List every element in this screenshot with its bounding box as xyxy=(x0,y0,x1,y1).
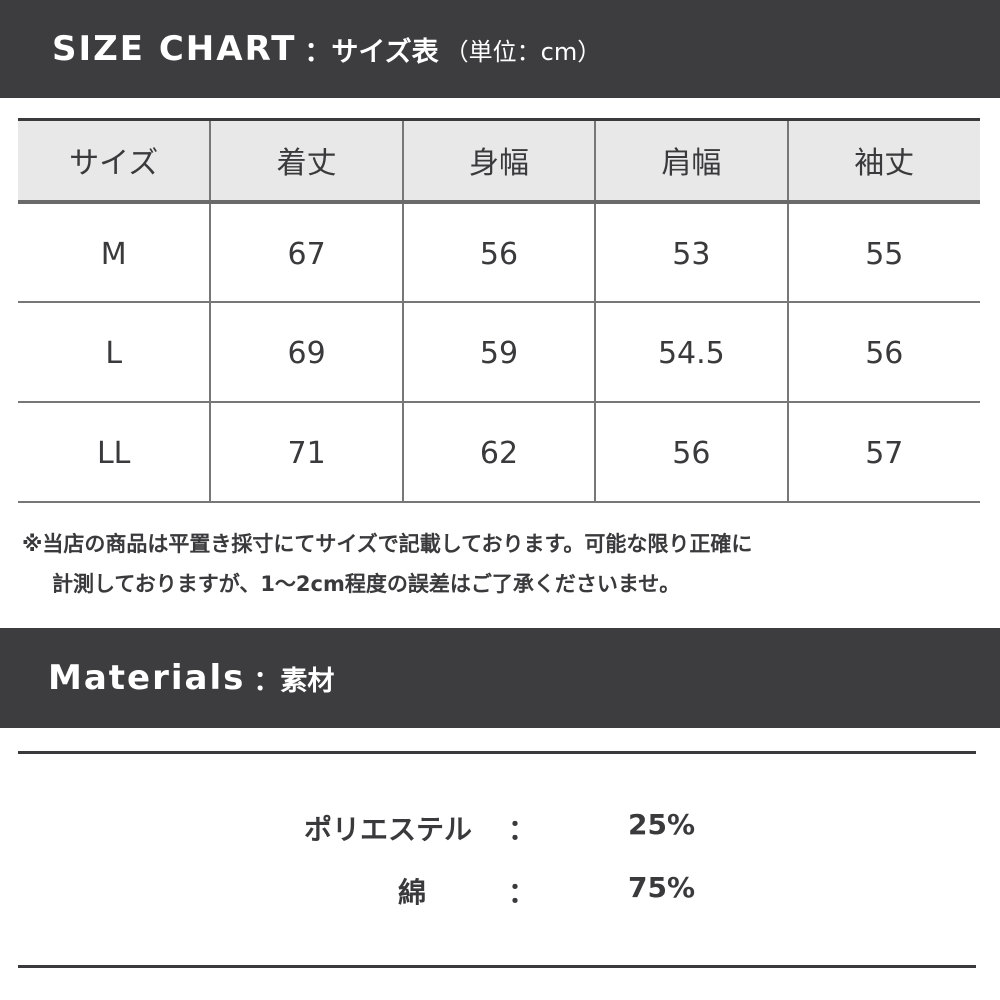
cell: 67 xyxy=(209,201,403,303)
divider xyxy=(18,965,976,968)
cell: 55 xyxy=(786,201,980,303)
column-header: 袖丈 xyxy=(786,119,980,204)
cell: 56 xyxy=(594,401,788,503)
unit-label: （単位：cm） xyxy=(444,37,602,66)
material-name: 綿 xyxy=(398,876,427,909)
material-percent: 75% xyxy=(628,871,696,904)
cell: 71 xyxy=(209,401,403,503)
column-header: サイズ xyxy=(18,119,211,204)
column-header: 着丈 xyxy=(209,119,403,204)
material-name: ポリエステル xyxy=(304,813,473,846)
material-percent: 25% xyxy=(628,808,696,841)
table-row: LL 71 62 56 57 xyxy=(18,401,980,503)
table-row: M 67 56 53 55 xyxy=(18,201,980,303)
cell: L xyxy=(18,301,211,403)
cell: 69 xyxy=(209,301,403,403)
size-chart-title: SIZE CHART xyxy=(52,29,297,69)
cell: M xyxy=(18,201,211,303)
column-header: 肩幅 xyxy=(594,119,788,204)
cell: 56 xyxy=(401,201,596,303)
material-separator: ： xyxy=(508,876,537,909)
divider xyxy=(18,751,976,754)
cell: LL xyxy=(18,401,211,503)
cell: 59 xyxy=(401,301,596,403)
table-row: L 69 59 54.5 56 xyxy=(18,301,980,403)
cell: 57 xyxy=(786,401,980,503)
measurement-note: ※当店の商品は平置き採寸にてサイズで記載しております。可能な限り正確に 計測して… xyxy=(22,524,992,604)
note-line: 計測しておりますが、1〜2cm程度の誤差はご了承くださいませ。 xyxy=(52,572,681,596)
cell: 54.5 xyxy=(594,301,788,403)
cell: 56 xyxy=(786,301,980,403)
materials-title-jp: ：素材 xyxy=(253,665,335,697)
table-header-row: サイズ 着丈 身幅 肩幅 袖丈 xyxy=(18,119,980,204)
size-table: サイズ 着丈 身幅 肩幅 袖丈 M 67 56 53 55 L 69 59 54… xyxy=(18,118,980,503)
cell: 53 xyxy=(594,201,788,303)
size-chart-title-jp: ：サイズ表 xyxy=(304,36,439,68)
column-header: 身幅 xyxy=(401,119,596,204)
materials-header: Materials ：素材 xyxy=(0,628,1000,728)
materials-title: Materials xyxy=(48,658,246,698)
size-chart-header: SIZE CHART ：サイズ表 （単位：cm） xyxy=(0,0,1000,98)
cell: 62 xyxy=(401,401,596,503)
note-line: ※当店の商品は平置き採寸にてサイズで記載しております。可能な限り正確に xyxy=(22,532,753,556)
material-separator: ： xyxy=(508,813,537,846)
